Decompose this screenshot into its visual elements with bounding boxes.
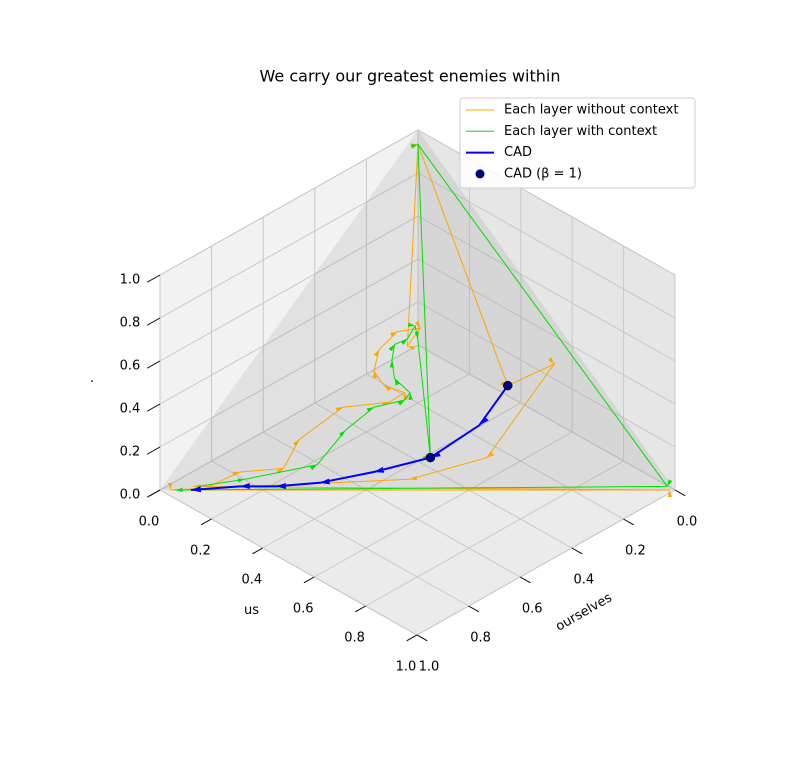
z-tick bbox=[146, 403, 161, 412]
y-tick bbox=[252, 547, 264, 555]
y-tick-label: 0.6 bbox=[293, 602, 314, 617]
z-axis-label: . bbox=[90, 371, 94, 386]
x-tick bbox=[571, 547, 583, 555]
x-axis-label: ourselves bbox=[553, 590, 615, 634]
z-tick-label: 0.8 bbox=[120, 316, 141, 331]
grid-line bbox=[159, 489, 418, 636]
x-tick-label: 0.6 bbox=[522, 602, 543, 617]
x-tick-label: 0.2 bbox=[625, 544, 646, 559]
y-tick-label: 0.0 bbox=[139, 515, 160, 530]
z-tick bbox=[146, 489, 161, 498]
z-tick bbox=[146, 317, 161, 326]
legend-label: Each layer without context bbox=[504, 103, 678, 118]
y-tick-label: 0.2 bbox=[190, 544, 211, 559]
x-tick bbox=[519, 576, 531, 584]
y-tick bbox=[355, 605, 366, 613]
y-tick-label: 0.4 bbox=[241, 573, 262, 588]
y-tick bbox=[200, 518, 212, 526]
legend-label: Each layer with context bbox=[504, 124, 657, 139]
scatter-point bbox=[425, 452, 436, 463]
x-tick-label: 0.4 bbox=[573, 573, 594, 588]
z-tick-label: 0.6 bbox=[120, 359, 141, 374]
y-tick-label: 1.0 bbox=[396, 660, 417, 675]
scatter-point bbox=[503, 380, 513, 391]
z-tick bbox=[146, 446, 161, 455]
z-tick-label: 0.4 bbox=[120, 402, 141, 417]
z-tick bbox=[146, 360, 161, 369]
y-tick bbox=[303, 576, 315, 584]
chart-title: We carry our greatest enemies within bbox=[260, 67, 561, 86]
y-axis-label: us bbox=[244, 603, 259, 618]
x-tick-label: 1.0 bbox=[419, 660, 440, 675]
legend-label: CAD bbox=[504, 145, 532, 160]
z-tick-label: 1.0 bbox=[120, 273, 141, 288]
z-tick bbox=[146, 274, 161, 283]
legend: Each layer without context Each layer wit… bbox=[459, 97, 696, 189]
series-line bbox=[190, 385, 509, 493]
legend-label: CAD (β = 1) bbox=[504, 166, 582, 181]
legend-box bbox=[459, 97, 696, 189]
x-tick-label: 0.0 bbox=[677, 515, 698, 530]
y-tick-label: 0.8 bbox=[344, 631, 365, 646]
z-tick-label: 0.0 bbox=[120, 488, 141, 503]
x-tick bbox=[416, 634, 428, 642]
z-tick-label: 0.2 bbox=[120, 445, 141, 460]
x-tick bbox=[468, 605, 480, 613]
x-tick bbox=[674, 489, 686, 497]
x-tick-label: 0.8 bbox=[470, 631, 491, 646]
x-tick bbox=[623, 518, 634, 526]
y-tick bbox=[406, 634, 418, 642]
plot-area bbox=[160, 130, 675, 498]
grid-line bbox=[416, 489, 676, 636]
legend-marker bbox=[475, 169, 485, 179]
